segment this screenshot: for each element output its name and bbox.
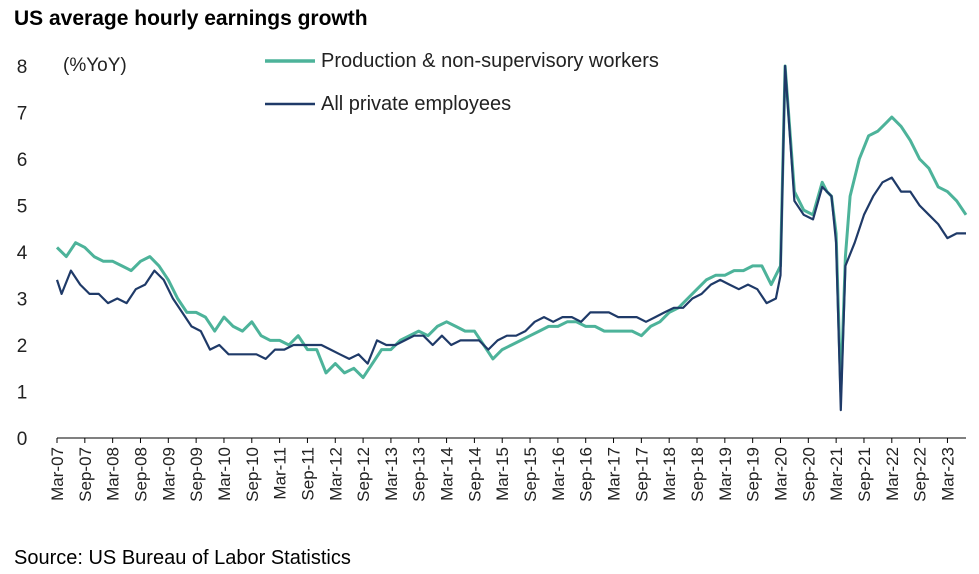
x-tick-label: Sep-12: [354, 447, 373, 502]
chart-title: US average hourly earnings growth: [14, 7, 368, 30]
x-tick-label: Mar-20: [771, 447, 790, 501]
y-tick-label: 8: [17, 57, 28, 78]
source-note: Source: US Bureau of Labor Statistics: [14, 547, 351, 569]
x-tick-label: Sep-16: [577, 447, 596, 502]
x-tick-label: Mar-08: [104, 447, 123, 501]
x-tick-label: Sep-22: [911, 447, 930, 502]
plot-area: [55, 64, 968, 412]
y-tick-label: 7: [17, 104, 28, 125]
x-tick-label: Mar-21: [827, 447, 846, 501]
x-axis-ticks: Mar-07 Sep-07 Mar-08 Sep-08 Mar-09 Sep-09 Mar-…: [48, 438, 957, 502]
x-tick-label: Sep-13: [410, 447, 429, 502]
x-tick-label: Sep-18: [688, 447, 707, 502]
y-tick-label: 2: [17, 336, 28, 357]
x-tick-label: Sep-14: [465, 447, 484, 502]
x-tick-label: Mar-11: [271, 447, 290, 500]
x-tick-label: Mar-13: [382, 447, 401, 501]
x-tick-label: Mar-15: [493, 447, 512, 501]
x-tick-label: Mar-23: [938, 447, 957, 501]
x-tick-label: Mar-07: [48, 447, 67, 501]
series-line-production-workers: [55, 64, 968, 393]
x-tick-label: Sep-09: [187, 447, 206, 502]
y-tick-label: 3: [17, 290, 28, 311]
y-axis-unit-label: (%YoY): [63, 55, 127, 76]
x-tick-label: Mar-17: [605, 447, 624, 501]
x-tick-label: Sep-20: [799, 447, 818, 502]
x-tick-label: Sep-21: [855, 447, 874, 502]
x-tick-label: Mar-12: [326, 447, 345, 501]
series-line-all-private-employees: [55, 64, 966, 412]
x-tick-label: Sep-08: [131, 447, 150, 502]
y-tick-label: 0: [17, 429, 28, 450]
y-tick-label: 4: [17, 243, 28, 264]
x-tick-label: Sep-11: [298, 447, 317, 501]
x-tick-label: Sep-07: [76, 447, 95, 502]
y-tick-label: 6: [17, 150, 28, 171]
x-tick-label: Mar-19: [716, 447, 735, 501]
x-tick-label: Mar-09: [159, 447, 178, 501]
x-tick-label: Mar-18: [660, 447, 679, 501]
x-tick-label: Mar-10: [215, 447, 234, 501]
x-tick-label: Sep-19: [744, 447, 763, 502]
x-tick-label: Sep-10: [243, 447, 262, 502]
x-tick-label: Mar-22: [883, 447, 902, 501]
x-tick-label: Sep-17: [632, 447, 651, 502]
legend: Production & non-supervisory workers All …: [265, 50, 659, 115]
y-tick-label: 5: [17, 197, 28, 218]
legend-label: Production & non-supervisory workers: [321, 50, 659, 72]
x-tick-label: Sep-15: [521, 447, 540, 502]
y-axis-ticks: 0 1 2 3 4 5 6 7 8: [17, 57, 28, 450]
y-tick-label: 1: [17, 383, 28, 404]
x-tick-label: Mar-14: [438, 447, 457, 501]
legend-label: All private employees: [321, 93, 511, 115]
x-tick-label: Mar-16: [549, 447, 568, 501]
